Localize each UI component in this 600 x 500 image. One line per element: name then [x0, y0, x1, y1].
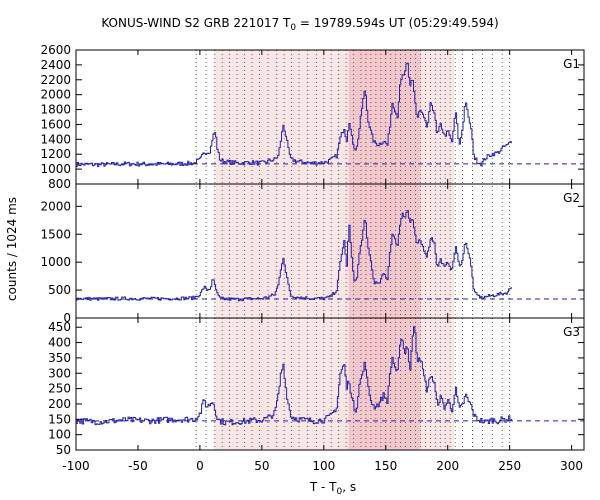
- y-tick-label: 2400: [40, 58, 71, 72]
- y-tick-label: 50: [56, 443, 71, 457]
- x-tick-label: -50: [128, 459, 148, 473]
- y-tick-label: 400: [48, 336, 71, 350]
- x-axis-label: T - T0, s: [309, 480, 356, 497]
- y-tick-label: 500: [48, 283, 71, 297]
- y-tick-label: 2000: [40, 88, 71, 102]
- chart-title-main: KONUS-WIND S2 GRB 221017 T: [101, 16, 291, 30]
- shaded-intervals: [214, 50, 454, 450]
- x-axis-label-sub: 0: [337, 487, 343, 497]
- panel-label-g3: G3: [563, 325, 580, 339]
- y-tick-label: 300: [48, 366, 71, 380]
- y-tick-label: 250: [48, 382, 71, 396]
- x-axis-label-main: T - T: [309, 480, 337, 494]
- y-tick-label: 1500: [40, 227, 71, 241]
- x-tick-label: 50: [254, 459, 269, 473]
- x-tick-label: 250: [498, 459, 521, 473]
- lightcurve-g3: [76, 326, 513, 426]
- x-tick-label: 200: [436, 459, 459, 473]
- x-axis-label-rest: , s: [342, 480, 356, 494]
- x-tick-label: 150: [374, 459, 397, 473]
- y-tick-label: 1000: [40, 255, 71, 269]
- y-tick-label: 350: [48, 351, 71, 365]
- y-tick-label: 100: [48, 428, 71, 442]
- y-tick-label: 150: [48, 412, 71, 426]
- panel-label-g1: G1: [563, 57, 580, 71]
- y-tick-label: 1600: [40, 117, 71, 131]
- y-tick-label: 1000: [40, 162, 71, 176]
- y-tick-label: 2200: [40, 73, 71, 87]
- panel-frames: [75, 49, 585, 451]
- y-tick-label: 450: [48, 320, 71, 334]
- y-axis-label: counts / 1024 ms: [5, 197, 19, 301]
- x-tick-label: 100: [312, 459, 335, 473]
- y-tick-label: 2600: [40, 43, 71, 57]
- panel-label-g2: G2: [563, 191, 580, 205]
- y-tick-label: 2000: [40, 199, 71, 213]
- chart-title-rest: = 19789.594s UT (05:29:49.594): [296, 16, 499, 30]
- chart-title-sub: 0: [290, 23, 296, 33]
- chart-title: KONUS-WIND S2 GRB 221017 T0 = 19789.594s…: [101, 16, 498, 33]
- y-tick-label: 1200: [40, 147, 71, 161]
- lightcurve-g2: [76, 210, 513, 302]
- x-tick-label: 0: [196, 459, 204, 473]
- y-tick-label: 1400: [40, 132, 71, 146]
- x-tick-label: -100: [62, 459, 89, 473]
- panel-data-layer: [76, 62, 584, 426]
- y-tick-label: 1800: [40, 103, 71, 117]
- x-tick-label: 300: [560, 459, 583, 473]
- y-tick-label: 200: [48, 397, 71, 411]
- y-tick-label: 800: [48, 177, 71, 191]
- y-tick-label: 0: [63, 311, 71, 325]
- lightcurve-g1: [76, 62, 513, 168]
- panel-frame: [75, 317, 585, 451]
